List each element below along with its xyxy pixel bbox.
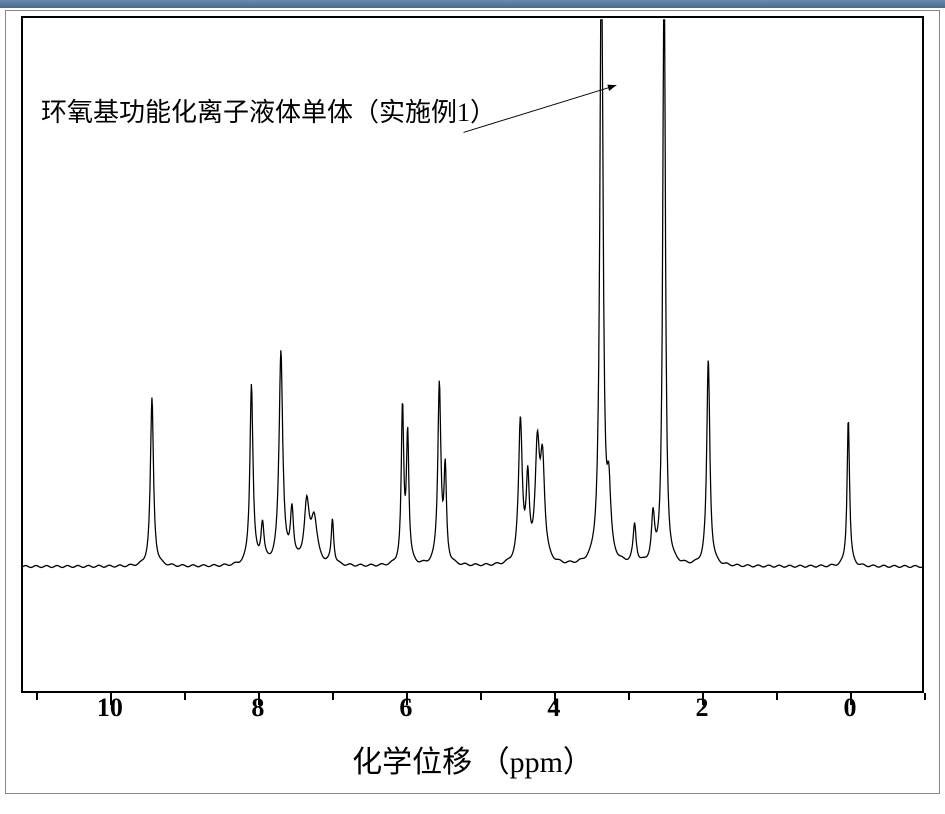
plot-container: 环氧基功能化离子液体单体（实施例1） 10 8 6 4 2 0 化学位移 （ppm）: [5, 10, 940, 794]
app-window: ✕ 环氧基功能化离子液体单体（实施例1） 1086420 化学位移 （ppm）: [0, 0, 945, 814]
x-tick-minor: [924, 693, 926, 700]
annotation-label: 环氧基功能化离子液体单体（实施例1）: [41, 92, 496, 129]
x-tick-label: 6: [399, 693, 412, 723]
x-tick-label: 0: [843, 693, 856, 723]
x-tick-label: 8: [251, 693, 264, 723]
x-axis-label: 化学位移 （ppm）: [6, 737, 939, 781]
x-axis-tick-labels: 10 8 6 4 2 0: [21, 693, 924, 733]
nmr-plot: 环氧基功能化离子液体单体（实施例1）: [21, 16, 924, 693]
arrow-head-icon: [607, 85, 616, 91]
x-tick-label: 4: [547, 693, 560, 723]
titlebar: [0, 0, 945, 8]
x-tick-label: 2: [695, 693, 708, 723]
x-tick-label: 10: [97, 693, 123, 723]
